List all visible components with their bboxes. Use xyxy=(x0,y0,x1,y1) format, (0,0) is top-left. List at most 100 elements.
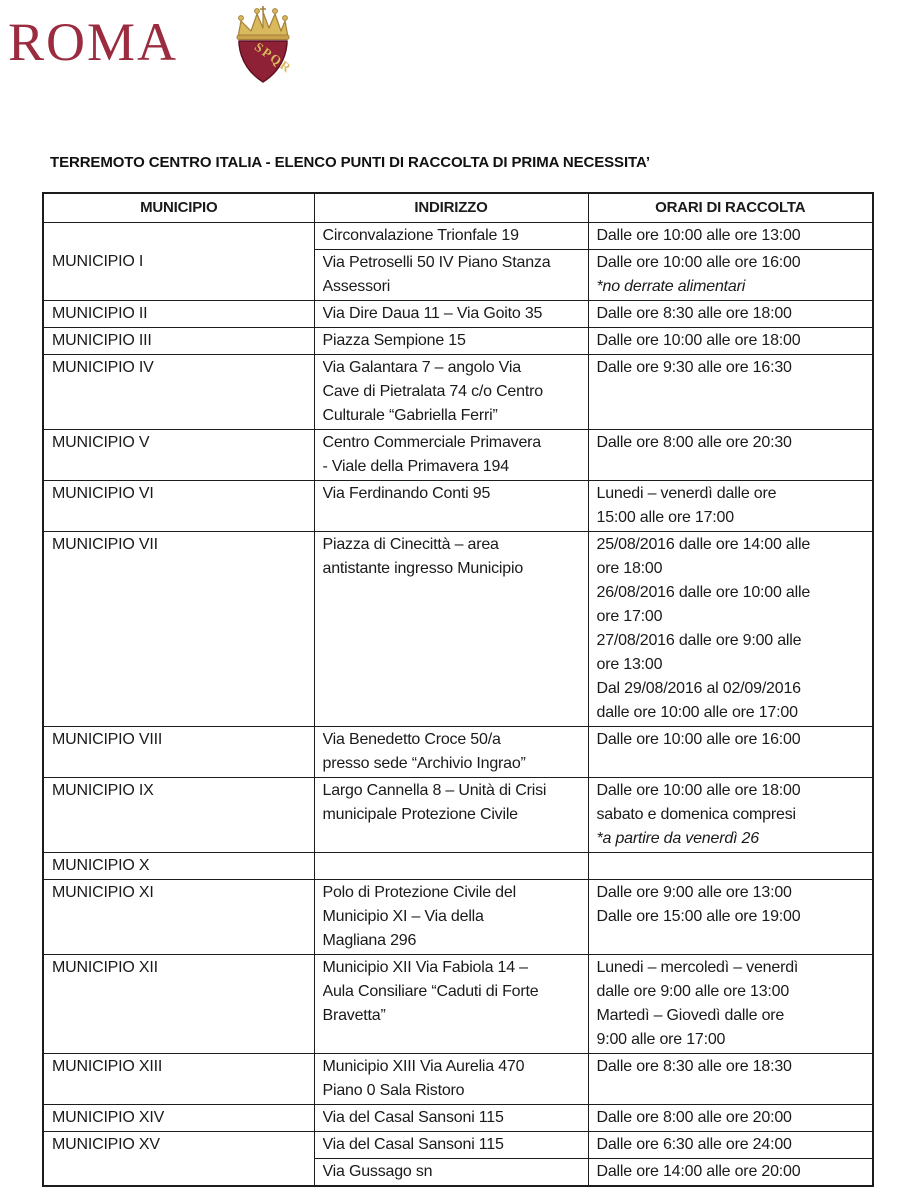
orari-cell: Dalle ore 10:00 alle ore 16:00 xyxy=(587,726,874,778)
indirizzo-cell: Centro Commerciale Primavera - Viale dell… xyxy=(313,429,589,481)
text-line: Dalle ore 6:30 alle ore 24:00 xyxy=(596,1136,792,1153)
page-title: TERREMOTO CENTRO ITALIA - ELENCO PUNTI D… xyxy=(50,154,650,171)
indirizzo-cell: Via del Casal Sansoni 115 xyxy=(313,1131,589,1159)
table-body: MUNICIPIO I Circonvalazione Trionfale 19 D… xyxy=(42,222,874,1187)
text-line: Via del Casal Sansoni 115 xyxy=(322,1109,504,1126)
text-line: Piazza Sempione 15 xyxy=(322,332,466,349)
municipio-cell: MUNICIPIO XIII xyxy=(42,1053,315,1105)
text-line: ore 18:00 xyxy=(596,560,663,577)
column-header-municipio: MUNICIPIO xyxy=(42,192,315,223)
text-line: Lunedi – venerdì dalle ore xyxy=(596,485,777,502)
municipio-cell: MUNICIPIO XI xyxy=(42,879,315,955)
text-line: Magliana 296 xyxy=(322,932,417,949)
text-line: 27/08/2016 dalle ore 9:00 alle xyxy=(596,632,802,649)
text-line: 15:00 alle ore 17:00 xyxy=(596,509,735,526)
collection-points-table-wrap: MUNICIPIO INDIRIZZO ORARI DI RACCOLTA MU… xyxy=(42,192,902,1187)
spqr-shield-svg: SPQR xyxy=(236,6,295,83)
text-line: Dalle ore 8:30 alle ore 18:30 xyxy=(596,1058,792,1075)
table-row: MUNICIPIO VI Via Ferdinando Conti 95 Luned… xyxy=(42,480,874,532)
text-line: Dalle ore 15:00 alle ore 19:00 xyxy=(596,908,801,925)
orari-cell: Dalle ore 6:30 alle ore 24:00 xyxy=(587,1131,874,1159)
text-line: Lunedi – mercoledì – venerdì xyxy=(596,959,799,976)
text-line: Municipio XII Via Fabiola 14 – xyxy=(322,959,529,976)
table-header-row: MUNICIPIO INDIRIZZO ORARI DI RACCOLTA xyxy=(42,192,874,223)
indirizzo-cell: Via Dire Daua 11 – Via Goito 35 xyxy=(313,300,589,328)
orari-cell: Lunedi – mercoledì – venerdì dalle ore 9:… xyxy=(587,954,874,1054)
text-line: Largo Cannella 8 – Unità di Crisi xyxy=(322,782,547,799)
text-line: antistante ingresso Municipio xyxy=(322,560,524,577)
municipio-cell: MUNICIPIO II xyxy=(42,300,315,328)
text-line: Piazza di Cinecittà – area xyxy=(322,536,499,553)
orari-cell: Dalle ore 10:00 alle ore 16:00 *no derrat… xyxy=(587,249,874,301)
text-line: Circonvalazione Trionfale 19 xyxy=(322,227,519,244)
indirizzo-cell: Via Ferdinando Conti 95 xyxy=(313,480,589,532)
text-line: Dalle ore 9:00 alle ore 13:00 xyxy=(596,884,792,901)
collection-points-table: MUNICIPIO INDIRIZZO ORARI DI RACCOLTA MU… xyxy=(42,192,874,1187)
orari-cell: Dalle ore 8:00 alle ore 20:30 xyxy=(587,429,874,481)
municipio-cell: MUNICIPIO X xyxy=(42,852,315,880)
indirizzo-cell: Largo Cannella 8 – Unità di Crisi municip… xyxy=(313,777,589,853)
indirizzo-cell: Municipio XIII Via Aurelia 470 Piano 0 Sa… xyxy=(313,1053,589,1105)
text-line: municipale Protezione Civile xyxy=(322,806,519,823)
text-line: Dalle ore 8:00 alle ore 20:30 xyxy=(596,434,792,451)
orari-cell: Dalle ore 8:30 alle ore 18:00 xyxy=(587,300,874,328)
text-line: Via Ferdinando Conti 95 xyxy=(322,485,491,502)
orari-cell: Dalle ore 9:00 alle ore 13:00 Dalle ore 1… xyxy=(587,879,874,955)
text-line: Dalle ore 10:00 alle ore 18:00 xyxy=(596,782,801,799)
indirizzo-cell xyxy=(313,852,589,880)
text-line: Via Petroselli 50 IV Piano Stanza xyxy=(322,254,551,271)
orari-cell xyxy=(587,852,874,880)
text-line: Via del Casal Sansoni 115 xyxy=(322,1136,504,1153)
municipio-cell: MUNICIPIO VIII xyxy=(42,726,315,778)
column-header-orari: ORARI DI RACCOLTA xyxy=(587,192,874,223)
municipio-cell: MUNICIPIO XIV xyxy=(42,1104,315,1132)
municipio-cell: MUNICIPIO IV xyxy=(42,354,315,430)
text-line: 9:00 alle ore 17:00 xyxy=(596,1031,726,1048)
table-row: MUNICIPIO XIV Via del Casal Sansoni 115 Da… xyxy=(42,1104,874,1132)
text-line: Dal 29/08/2016 al 02/09/2016 xyxy=(596,680,802,697)
municipio-cell: MUNICIPIO VI xyxy=(42,480,315,532)
text-line: Dalle ore 10:00 alle ore 16:00 xyxy=(596,731,801,748)
text-line: Dalle ore 10:00 alle ore 13:00 xyxy=(596,227,801,244)
text-line: Via Galantara 7 – angolo Via xyxy=(322,359,522,376)
text-line: *a partire da venerdì 26 xyxy=(596,830,760,847)
municipio-cell: MUNICIPIO I xyxy=(42,222,315,301)
text-line: sabato e domenica compresi xyxy=(596,806,797,823)
text-line: - Viale della Primavera 194 xyxy=(322,458,510,475)
indirizzo-cell: Municipio XII Via Fabiola 14 – Aula Consi… xyxy=(313,954,589,1054)
text-line: Municipio XI – Via della xyxy=(322,908,484,925)
municipio-cell: MUNICIPIO IX xyxy=(42,777,315,853)
indirizzo-cell: Circonvalazione Trionfale 19 xyxy=(313,222,589,250)
text-line: ore 13:00 xyxy=(596,656,663,673)
text-line: Bravetta” xyxy=(322,1007,386,1024)
orari-cell: Dalle ore 8:00 alle ore 20:00 xyxy=(587,1104,874,1132)
table-row: MUNICIPIO VIII Via Benedetto Croce 50/a pr… xyxy=(42,726,874,778)
table-row: MUNICIPIO XII Municipio XII Via Fabiola 1… xyxy=(42,954,874,1054)
orari-cell: 25/08/2016 dalle ore 14:00 alle ore 18:00… xyxy=(587,531,874,727)
municipio-cell: MUNICIPIO XII xyxy=(42,954,315,1054)
table-row: MUNICIPIO VII Piazza di Cinecittà – area a… xyxy=(42,531,874,727)
indirizzo-cell: Via Gussago sn xyxy=(313,1158,589,1187)
indirizzo-cell: Polo di Protezione Civile del Municipio X… xyxy=(313,879,589,955)
table-row: MUNICIPIO XIII Municipio XIII Via Aurelia… xyxy=(42,1053,874,1105)
table-row: Via Petroselli 50 IV Piano Stanza Assesso… xyxy=(43,249,874,301)
text-line: Dalle ore 8:30 alle ore 18:00 xyxy=(596,305,792,322)
table-row: MUNICIPIO IV Via Galantara 7 – angolo Via… xyxy=(42,354,874,430)
table-row: MUNICIPIO II Via Dire Daua 11 – Via Goito… xyxy=(42,300,874,328)
municipio-cell: MUNICIPIO III xyxy=(42,327,315,355)
text-line: Dalle ore 9:30 alle ore 16:30 xyxy=(596,359,792,376)
table-row: MUNICIPIO X xyxy=(42,852,874,880)
column-header-indirizzo: INDIRIZZO xyxy=(313,192,589,223)
indirizzo-cell: Piazza Sempione 15 xyxy=(313,327,589,355)
text-line: Via Benedetto Croce 50/a xyxy=(322,731,501,748)
text-line: Culturale “Gabriella Ferri” xyxy=(322,407,498,424)
text-line: Assessori xyxy=(322,278,391,295)
municipio-cell: MUNICIPIO V xyxy=(42,429,315,481)
roma-wordmark: ROMA xyxy=(8,12,179,72)
text-line: Aula Consiliare “Caduti di Forte xyxy=(322,983,539,1000)
text-line: Dalle ore 10:00 alle ore 18:00 xyxy=(596,332,801,349)
text-line: dalle ore 9:00 alle ore 13:00 xyxy=(596,983,790,1000)
text-line: presso sede “Archivio Ingrao” xyxy=(322,755,526,772)
text-line: Dalle ore 14:00 alle ore 20:00 xyxy=(596,1163,801,1180)
orari-cell: Dalle ore 10:00 alle ore 18:00 xyxy=(587,327,874,355)
